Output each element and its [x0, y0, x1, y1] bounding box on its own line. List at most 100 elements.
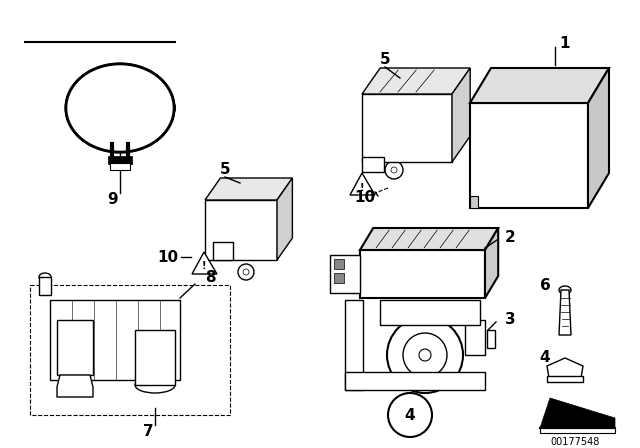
Ellipse shape: [57, 368, 93, 382]
Circle shape: [567, 164, 571, 168]
Polygon shape: [362, 157, 384, 172]
Circle shape: [502, 176, 506, 180]
Polygon shape: [334, 273, 344, 283]
Circle shape: [541, 164, 545, 168]
Text: 6: 6: [540, 277, 550, 293]
Circle shape: [541, 152, 545, 156]
Polygon shape: [57, 320, 93, 375]
Polygon shape: [108, 156, 132, 164]
Circle shape: [541, 128, 545, 132]
Text: !: !: [202, 261, 206, 271]
Circle shape: [502, 140, 506, 144]
Circle shape: [476, 128, 480, 132]
Circle shape: [528, 128, 532, 132]
Polygon shape: [135, 330, 175, 385]
Circle shape: [567, 140, 571, 144]
Polygon shape: [380, 300, 480, 325]
Circle shape: [476, 152, 480, 156]
Polygon shape: [213, 242, 233, 260]
Polygon shape: [50, 300, 180, 380]
Circle shape: [489, 164, 493, 168]
Ellipse shape: [135, 322, 175, 338]
Circle shape: [528, 152, 532, 156]
Text: 5: 5: [220, 163, 230, 177]
Circle shape: [387, 317, 463, 393]
Circle shape: [385, 161, 403, 179]
Polygon shape: [82, 78, 158, 138]
Text: 10: 10: [355, 190, 376, 206]
Text: 4: 4: [540, 350, 550, 366]
Ellipse shape: [57, 313, 93, 327]
Circle shape: [403, 333, 447, 377]
Circle shape: [388, 393, 432, 437]
Circle shape: [476, 164, 480, 168]
Circle shape: [515, 128, 519, 132]
Circle shape: [489, 176, 493, 180]
Circle shape: [243, 269, 249, 275]
Circle shape: [515, 140, 519, 144]
Text: 2: 2: [504, 229, 515, 245]
Polygon shape: [362, 68, 470, 94]
Polygon shape: [205, 178, 292, 200]
Text: 5: 5: [380, 52, 390, 68]
Circle shape: [567, 176, 571, 180]
Text: 1: 1: [560, 35, 570, 51]
Circle shape: [528, 140, 532, 144]
Circle shape: [476, 116, 480, 120]
Polygon shape: [39, 277, 51, 295]
Circle shape: [489, 152, 493, 156]
Text: 3: 3: [505, 313, 515, 327]
Circle shape: [554, 128, 558, 132]
Polygon shape: [345, 372, 485, 390]
Circle shape: [554, 152, 558, 156]
Circle shape: [419, 349, 431, 361]
Circle shape: [528, 116, 532, 120]
Circle shape: [515, 176, 519, 180]
Polygon shape: [362, 94, 452, 162]
Text: 7: 7: [143, 425, 154, 439]
Ellipse shape: [39, 273, 51, 281]
Circle shape: [515, 116, 519, 120]
Polygon shape: [487, 330, 495, 348]
Polygon shape: [470, 68, 609, 103]
Circle shape: [515, 164, 519, 168]
Polygon shape: [540, 398, 615, 428]
Circle shape: [502, 128, 506, 132]
Polygon shape: [330, 255, 360, 293]
Circle shape: [554, 164, 558, 168]
Polygon shape: [485, 228, 498, 298]
Polygon shape: [110, 163, 130, 170]
Circle shape: [528, 164, 532, 168]
Circle shape: [567, 116, 571, 120]
Text: 10: 10: [157, 250, 179, 264]
Circle shape: [541, 140, 545, 144]
Circle shape: [502, 116, 506, 120]
Polygon shape: [465, 320, 485, 355]
Ellipse shape: [135, 377, 175, 393]
Polygon shape: [68, 66, 172, 150]
Polygon shape: [350, 173, 375, 195]
Polygon shape: [345, 300, 363, 390]
Circle shape: [476, 140, 480, 144]
Polygon shape: [360, 228, 498, 250]
Circle shape: [489, 128, 493, 132]
Polygon shape: [547, 376, 583, 382]
Circle shape: [502, 152, 506, 156]
Circle shape: [554, 176, 558, 180]
Circle shape: [554, 140, 558, 144]
Polygon shape: [470, 196, 478, 208]
Polygon shape: [452, 68, 470, 162]
Circle shape: [554, 116, 558, 120]
Circle shape: [567, 152, 571, 156]
Polygon shape: [277, 178, 292, 260]
Circle shape: [489, 116, 493, 120]
Polygon shape: [192, 252, 217, 274]
Text: 9: 9: [108, 193, 118, 207]
Text: !: !: [360, 183, 364, 193]
Circle shape: [541, 176, 545, 180]
Polygon shape: [540, 428, 615, 433]
Polygon shape: [559, 290, 571, 335]
Polygon shape: [205, 200, 277, 260]
Text: 8: 8: [205, 271, 215, 285]
Text: 4: 4: [404, 408, 415, 422]
